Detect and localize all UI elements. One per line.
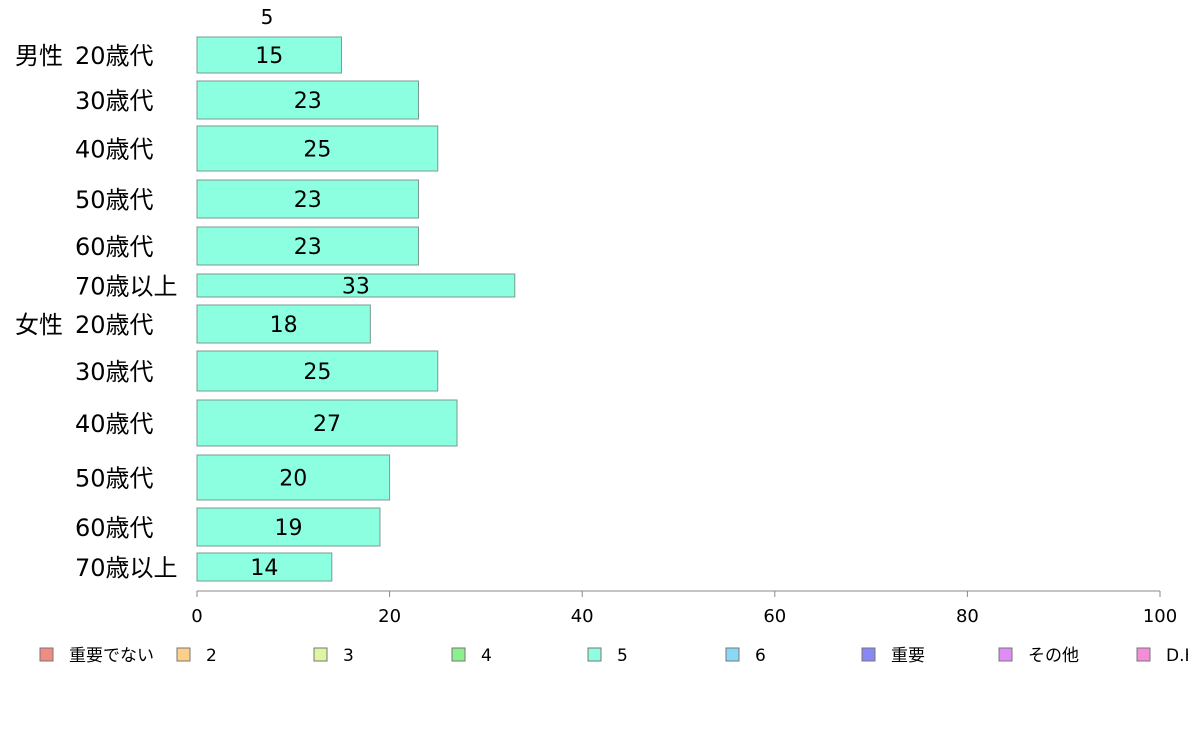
bar-value-label: 33 [342, 275, 370, 300]
x-tick-label: 80 [956, 606, 979, 627]
bar-value-label: 19 [274, 516, 302, 541]
category-label: 40歳代 [75, 410, 154, 438]
legend-swatch [1136, 647, 1151, 662]
category-label: 70歳以上 [75, 554, 178, 582]
legend-label: 4 [481, 646, 492, 666]
bar-value-label: 23 [294, 235, 322, 260]
bar [196, 36, 342, 74]
legend-swatch [451, 647, 466, 662]
x-tick-label: 100 [1143, 606, 1177, 627]
legend-label: 3 [343, 646, 354, 666]
bar-value-label: 18 [270, 313, 298, 338]
bar-value-label: 25 [303, 360, 331, 385]
legend-swatch [39, 647, 54, 662]
bar [196, 399, 458, 447]
category-label: 70歳以上 [75, 273, 178, 301]
group-label: 男性 [15, 42, 63, 70]
x-tick-label: 0 [191, 606, 202, 627]
bar-value-label: 23 [294, 188, 322, 213]
legend-label: 重要でない [69, 646, 154, 666]
category-label: 30歳代 [75, 358, 154, 386]
bar [196, 179, 419, 219]
bar [196, 273, 516, 298]
category-label: 30歳代 [75, 87, 154, 115]
bar [196, 125, 439, 172]
x-tick-label: 40 [571, 606, 594, 627]
bar-value-label: 15 [255, 44, 283, 69]
legend-label: その他 [1028, 646, 1079, 666]
legend-swatch [725, 647, 740, 662]
bar [196, 304, 371, 344]
legend-label: 6 [755, 646, 766, 666]
bar-value-label: 23 [294, 89, 322, 114]
category-label: 60歳代 [75, 233, 154, 261]
legend-label: 5 [617, 646, 628, 666]
bar [196, 552, 333, 582]
legend-label: 2 [206, 646, 217, 666]
bar-value-label: 20 [279, 467, 307, 492]
bar [196, 226, 419, 266]
category-label: 50歳代 [75, 465, 154, 493]
legend-swatch [998, 647, 1013, 662]
category-label: 40歳代 [75, 136, 154, 164]
x-tick-label: 20 [378, 606, 401, 627]
bar-value-label: 14 [250, 556, 278, 581]
bar-value-label: 25 [303, 138, 331, 163]
category-label: 60歳代 [75, 514, 154, 542]
legend-label: D.K [1166, 646, 1188, 666]
group-label: 女性 [15, 311, 63, 339]
bar [196, 80, 419, 120]
bar [196, 350, 439, 392]
legend-swatch [587, 647, 602, 662]
category-label: 50歳代 [75, 186, 154, 214]
bar-value-label: 27 [313, 412, 341, 437]
legend-swatch [313, 647, 328, 662]
category-label: 20歳代 [75, 311, 154, 339]
x-tick-label: 60 [763, 606, 786, 627]
legend-label: 重要 [891, 646, 925, 666]
category-label: 20歳代 [75, 42, 154, 70]
bar [196, 454, 391, 501]
bar [196, 507, 381, 547]
series-top-label: 5 [261, 5, 274, 29]
legend-swatch [861, 647, 876, 662]
legend-swatch [176, 647, 191, 662]
